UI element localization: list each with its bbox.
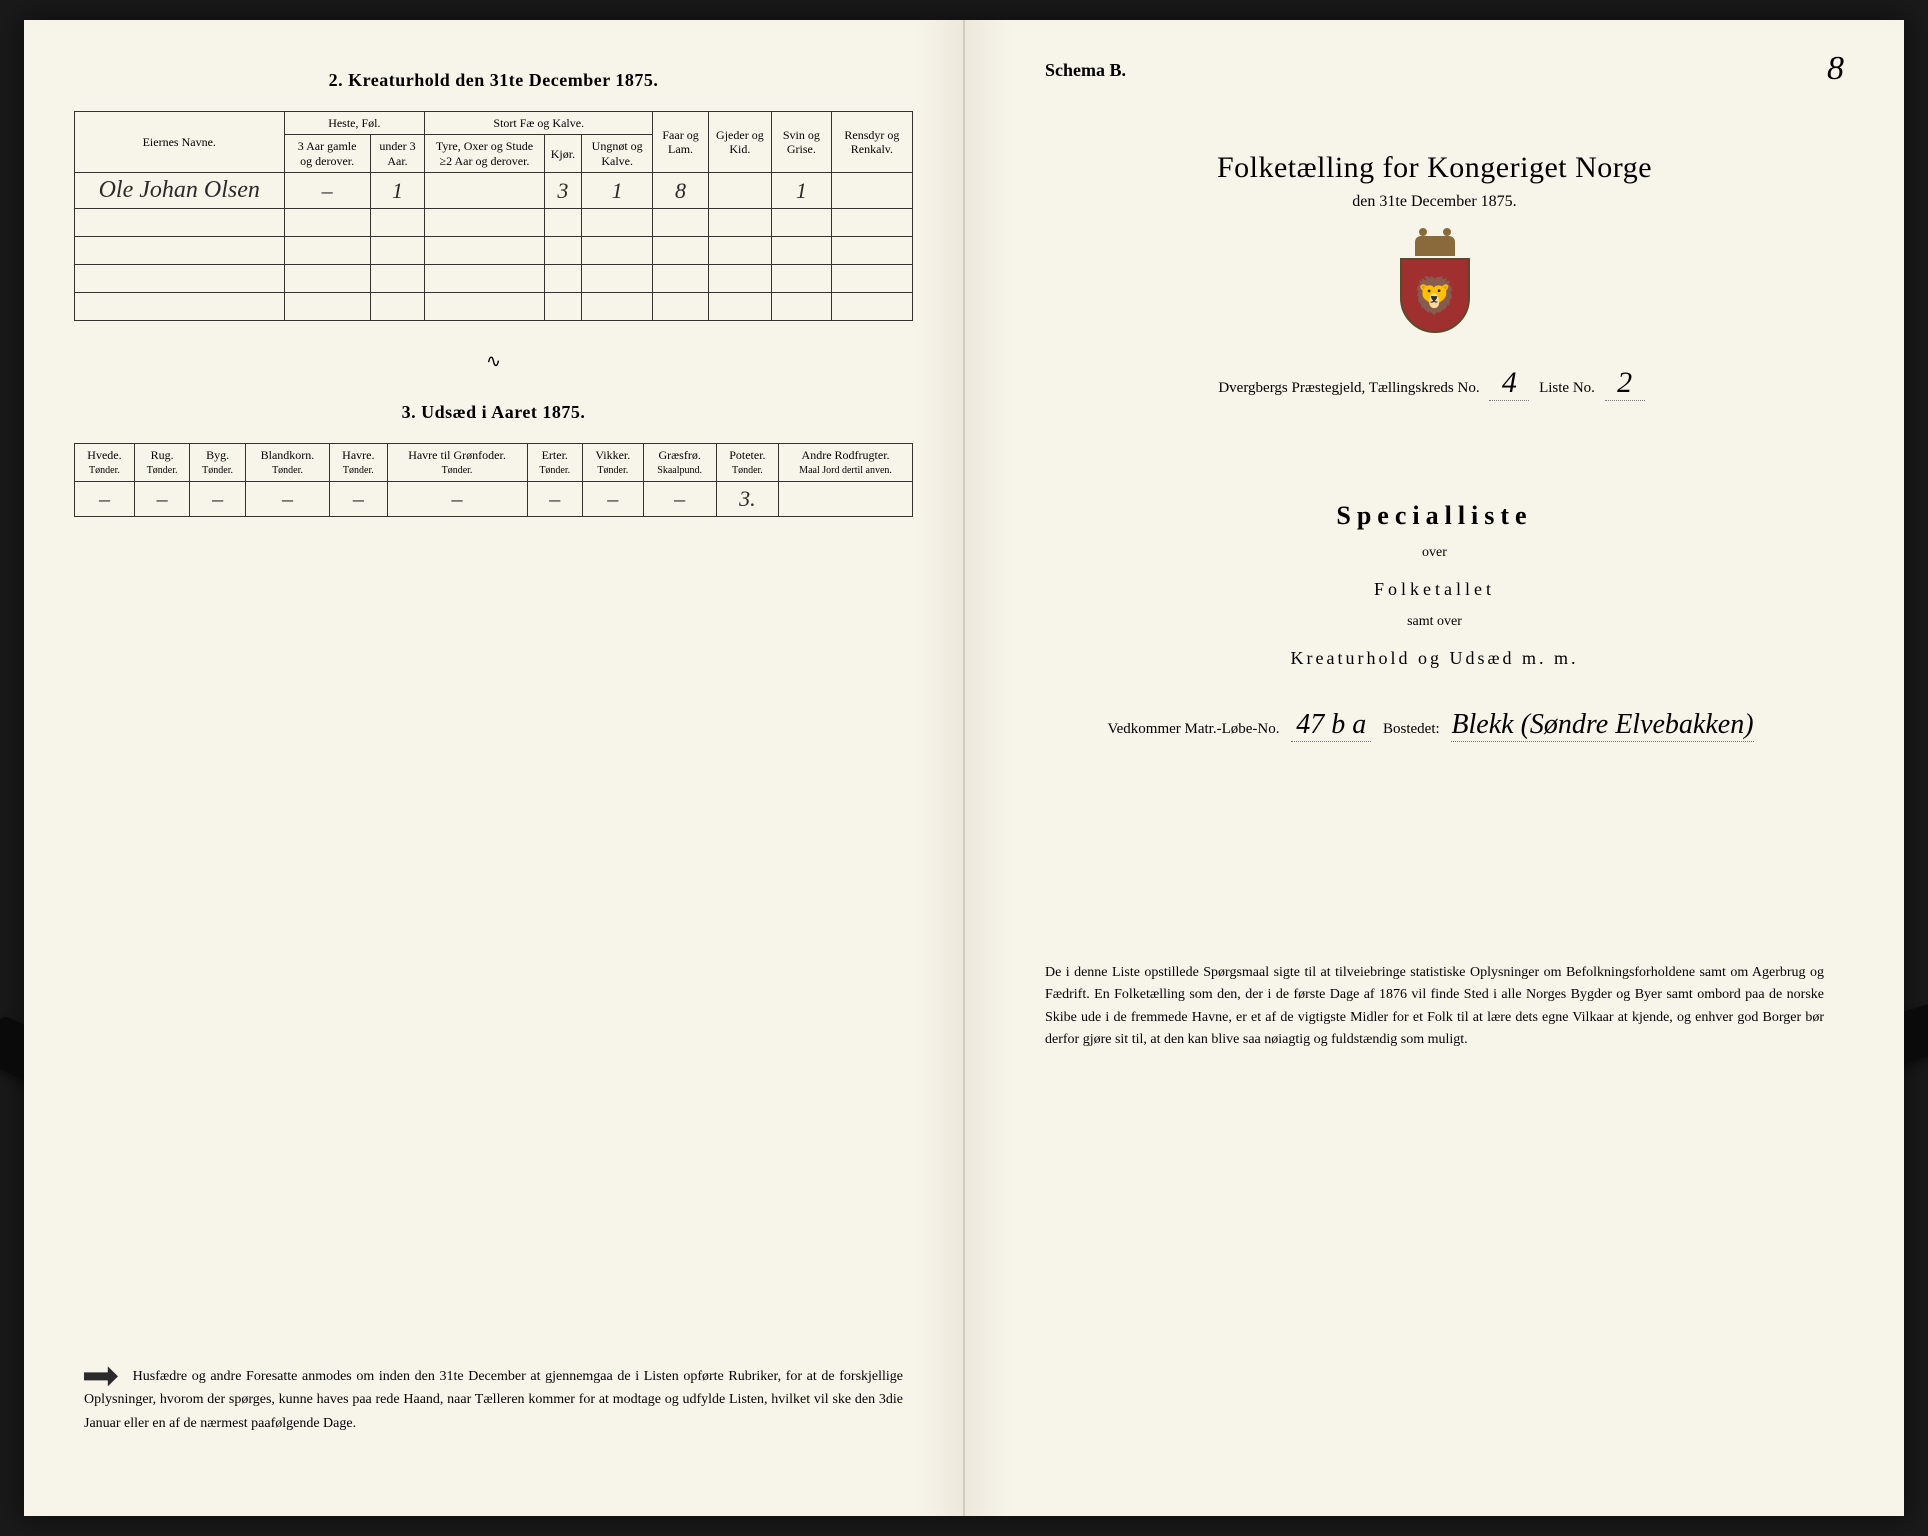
- section3-title: 3. Udsæd i Aaret 1875.: [74, 402, 913, 423]
- seed-col: Græsfrø.Skaalpund.: [643, 444, 716, 481]
- right-page: Schema B. 8 Folketælling for Kongeriget …: [964, 20, 1904, 1516]
- col-gjeder: Gjeder og Kid.: [708, 112, 771, 173]
- cell-stort-c: 1: [582, 173, 653, 209]
- folketallet-label: Folketallet: [1015, 579, 1854, 600]
- census-title: Folketælling for Kongeriget Norge: [1015, 151, 1854, 185]
- left-footnote-text: Husfædre og andre Foresatte anmodes om i…: [84, 1369, 903, 1432]
- cell-faar: 8: [653, 173, 709, 209]
- cell-stort-a: [425, 173, 545, 209]
- page-number-hw: 8: [1827, 50, 1844, 88]
- seed-table: Hvede.Tønder.Rug.Tønder.Byg.Tønder.Bland…: [74, 443, 913, 516]
- right-footnote: De i denne Liste opstillede Spørgsmaal s…: [1015, 962, 1854, 1052]
- seed-cell: –: [75, 481, 135, 516]
- seed-col: Vikker.Tønder.: [582, 444, 643, 481]
- table-row: [75, 237, 913, 265]
- kreatur-line: Kreaturhold og Udsæd m. m.: [1015, 648, 1854, 669]
- coat-of-arms-icon: 🦁: [1392, 236, 1477, 336]
- seed-cell: –: [330, 481, 387, 516]
- table-row: [75, 265, 913, 293]
- schema-label: Schema B.: [1045, 60, 1854, 81]
- seed-cell: –: [527, 481, 582, 516]
- table-row: [75, 209, 913, 237]
- book-spread: 2. Kreaturhold den 31te December 1875. E…: [24, 20, 1904, 1516]
- seed-col: Erter.Tønder.: [527, 444, 582, 481]
- seed-data-row: –––––––––3.: [75, 481, 913, 516]
- cell-heste-b: 1: [370, 173, 424, 209]
- bostedet-label: Bostedet:: [1383, 721, 1440, 737]
- census-subtitle: den 31te December 1875.: [1015, 193, 1854, 211]
- liste-no-hw: 2: [1605, 366, 1645, 401]
- matr-no-hw: 47 b a: [1291, 709, 1371, 742]
- left-footnote: Husfædre og andre Foresatte anmodes om i…: [84, 1365, 903, 1436]
- col-ren: Rensdyr og Renkalv.: [831, 112, 912, 173]
- table-row: [75, 293, 913, 321]
- seed-col: Blandkorn.Tønder.: [245, 444, 329, 481]
- seed-col: Byg.Tønder.: [190, 444, 245, 481]
- pointer-icon: [84, 1366, 118, 1386]
- prestegjeld-line: Dvergbergs Præstegjeld, Tællingskreds No…: [1015, 366, 1854, 401]
- seed-col: Rug.Tønder.: [134, 444, 189, 481]
- vedkommer-line: Vedkommer Matr.-Løbe-No. 47 b a Bostedet…: [1015, 709, 1854, 742]
- col-heste-a: 3 Aar gamle og derover.: [284, 135, 370, 173]
- divider-squiggle: ∿: [74, 351, 913, 372]
- col-heste-group: Heste, Føl.: [284, 112, 425, 135]
- seed-col: Havre.Tønder.: [330, 444, 387, 481]
- col-stort-b: Kjør.: [544, 135, 581, 173]
- seed-cell: –: [643, 481, 716, 516]
- col-stort-a: Tyre, Oxer og Stude ≥2 Aar og derover.: [425, 135, 545, 173]
- seed-cell: [779, 481, 913, 516]
- table-row: Ole Johan Olsen – 1 3 1 8 1: [75, 173, 913, 209]
- seed-cell: –: [245, 481, 329, 516]
- cell-heste-a: –: [284, 173, 370, 209]
- seed-cell: –: [387, 481, 527, 516]
- seed-col: Havre til Grønfoder.Tønder.: [387, 444, 527, 481]
- over-label: over: [1015, 545, 1854, 561]
- bostedet-hw: Blekk (Søndre Elvebakken): [1451, 709, 1753, 742]
- cell-gjeder: [708, 173, 771, 209]
- special-title: Specialliste: [1015, 501, 1854, 531]
- seed-cell: –: [134, 481, 189, 516]
- left-page: 2. Kreaturhold den 31te December 1875. E…: [24, 20, 964, 1516]
- cell-svin: 1: [771, 173, 831, 209]
- col-svin: Svin og Grise.: [771, 112, 831, 173]
- samt-over-label: samt over: [1015, 614, 1854, 630]
- seed-header-row: Hvede.Tønder.Rug.Tønder.Byg.Tønder.Bland…: [75, 444, 913, 481]
- seed-cell: 3.: [716, 481, 778, 516]
- vedkommer-label: Vedkommer Matr.-Løbe-No.: [1107, 721, 1279, 737]
- section2-title: 2. Kreaturhold den 31te December 1875.: [74, 70, 913, 91]
- col-name: Eiernes Navne.: [75, 112, 285, 173]
- liste-label: Liste No.: [1539, 380, 1595, 396]
- col-heste-b: under 3 Aar.: [370, 135, 424, 173]
- kreds-no-hw: 4: [1489, 366, 1529, 401]
- col-stort-group: Stort Fæ og Kalve.: [425, 112, 653, 135]
- crown-icon: [1415, 236, 1455, 256]
- seed-col: Andre Rodfrugter.Maal Jord dertil anven.: [779, 444, 913, 481]
- col-stort-c: Ungnøt og Kalve.: [582, 135, 653, 173]
- col-faar: Faar og Lam.: [653, 112, 709, 173]
- cell-ren: [831, 173, 912, 209]
- cell-stort-b: 3: [544, 173, 581, 209]
- livestock-table: Eiernes Navne. Heste, Føl. Stort Fæ og K…: [74, 111, 913, 321]
- seed-cell: –: [190, 481, 245, 516]
- seed-col: Hvede.Tønder.: [75, 444, 135, 481]
- seed-cell: –: [582, 481, 643, 516]
- seed-col: Poteter.Tønder.: [716, 444, 778, 481]
- prestegjeld-prefix: Dvergbergs Præstegjeld, Tællingskreds No…: [1218, 380, 1479, 396]
- lion-icon: 🦁: [1412, 275, 1457, 317]
- cell-name: Ole Johan Olsen: [75, 173, 285, 209]
- shield-icon: 🦁: [1400, 258, 1470, 333]
